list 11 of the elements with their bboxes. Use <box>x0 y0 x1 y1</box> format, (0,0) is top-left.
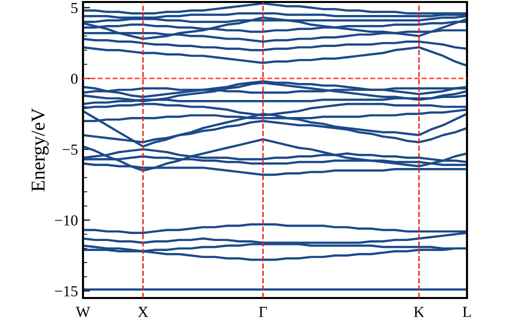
y-axis-title: Energy/eV <box>32 108 49 192</box>
y-tick-label: 0 <box>71 74 78 84</box>
y-tick-label: −5 <box>62 144 78 155</box>
y-tick-label: −10 <box>55 215 78 226</box>
x-tick-label: L <box>462 306 471 317</box>
x-tick-label: X <box>138 306 148 317</box>
y-tick-label: −15 <box>55 286 78 296</box>
x-tick-label: K <box>414 306 424 317</box>
x-tick-label: Γ <box>259 306 267 317</box>
x-tick-label: W <box>76 306 90 318</box>
y-tick-label: 5 <box>71 2 78 14</box>
